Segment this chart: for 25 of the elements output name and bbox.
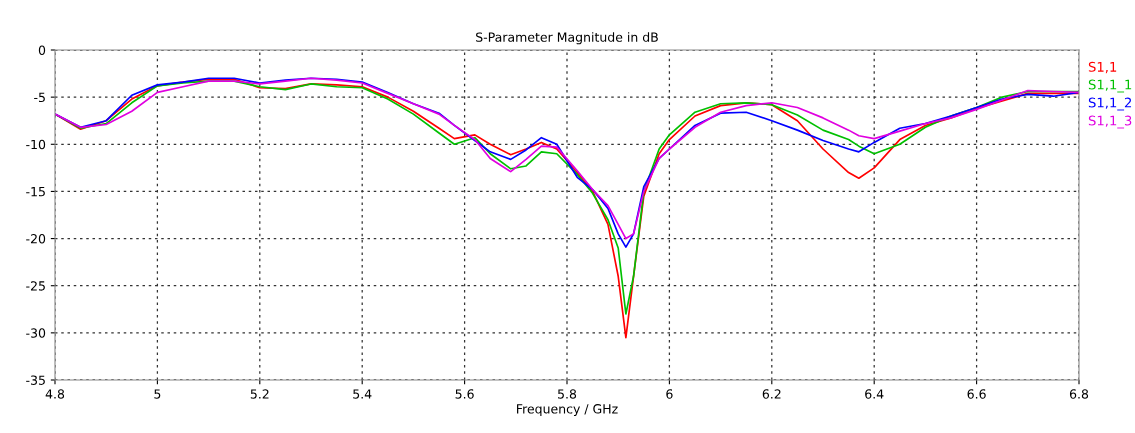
x-tick-label: 6.4 xyxy=(865,389,884,399)
x-tick-label: 5 xyxy=(154,389,161,399)
x-tick-label: 6.2 xyxy=(762,389,781,399)
series-label: S1,1_3 xyxy=(1088,115,1132,129)
x-tick-label: 5.2 xyxy=(250,389,269,399)
series-label: S1,1 xyxy=(1088,61,1117,74)
series-label: S1,1_1 xyxy=(1088,79,1132,93)
x-tick-label: 6 xyxy=(666,389,673,399)
series-label: S1,1_2 xyxy=(1088,97,1132,111)
y-tick-label: -30 xyxy=(26,328,46,338)
y-tick-label: -35 xyxy=(26,375,45,385)
x-tick-label: 6.8 xyxy=(1069,389,1089,399)
y-tick-label: -20 xyxy=(26,234,46,244)
y-tick-label: -25 xyxy=(26,281,45,291)
y-tick-label: -5 xyxy=(34,92,45,103)
y-tick-label: -10 xyxy=(26,139,46,150)
y-tick-label: -15 xyxy=(26,187,45,197)
y-tick-label: 0 xyxy=(38,45,46,55)
x-tick-label: 5.4 xyxy=(353,389,372,399)
x-tick-label: 4.8 xyxy=(45,389,65,399)
x-tick-label: 5.8 xyxy=(558,389,577,399)
x-axis-title: Frequency / GHz xyxy=(517,404,618,416)
x-tick-label: 5.6 xyxy=(455,389,474,399)
x-tick-label: 6.6 xyxy=(967,389,986,399)
chart-title: S-Parameter Magnitude in dB xyxy=(476,32,658,45)
